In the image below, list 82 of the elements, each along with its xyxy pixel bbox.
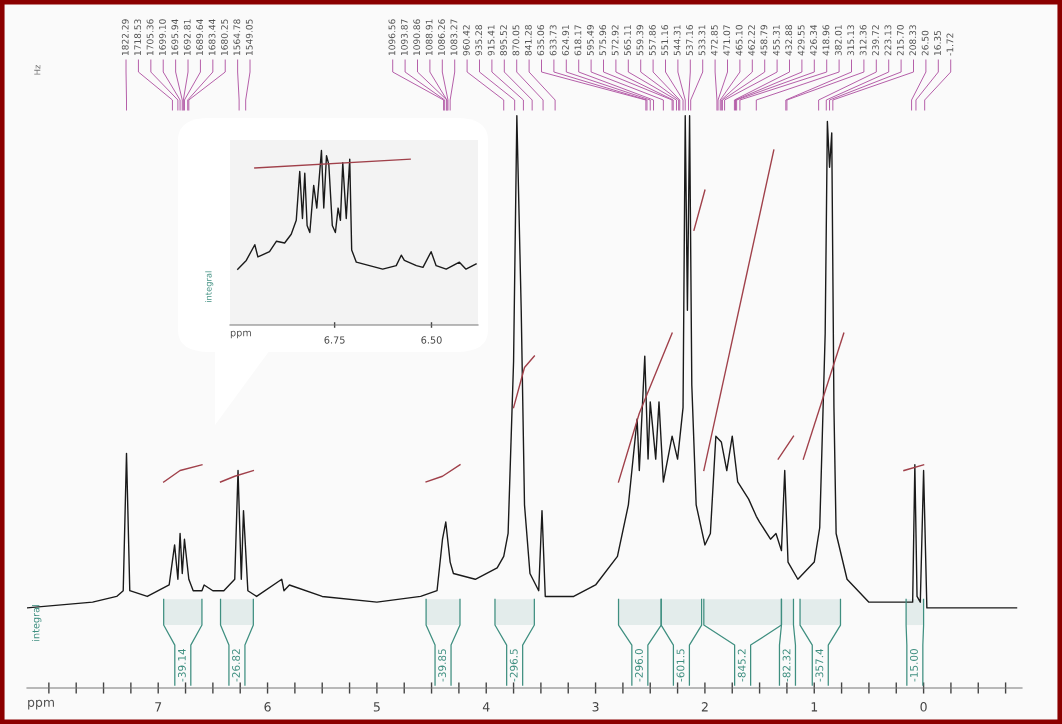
annotation: 1096.56 (388, 19, 396, 56)
annotation: 382.01 (834, 25, 842, 56)
annotation: 1088.91 (425, 19, 433, 56)
x-axis-title: ppm (28, 699, 54, 710)
annotation: 870.05 (512, 25, 520, 56)
annotation: 426.34 (810, 24, 817, 56)
annotation: 1822.29 (121, 19, 129, 56)
annotation: 565.11 (624, 25, 631, 56)
annotation: 1683.44 (208, 19, 216, 56)
annotation: 633.73 (549, 25, 557, 56)
annotation: 208.33 (909, 25, 917, 56)
annotation: 418.96 (822, 24, 830, 56)
annotation: 544.31 (673, 25, 681, 56)
annotation: 239.72 (872, 25, 879, 56)
annotation: 575.96 (599, 24, 607, 56)
x-axis-title: ppm (230, 330, 251, 339)
annotation: 1680.25 (221, 19, 228, 56)
annotation: 312.36 (859, 24, 867, 56)
annotation: 895.52 (500, 25, 507, 56)
band-label: -15.00 (909, 649, 918, 682)
annotation: 458.79 (760, 25, 768, 56)
x-tick-label: 1 (811, 702, 818, 712)
annotation: 841.28 (524, 25, 532, 56)
annotation: 16.35 (934, 30, 941, 56)
annotation: 960.42 (462, 25, 470, 56)
annotation: 1564.78 (233, 19, 241, 56)
annotation: 1083.27 (450, 19, 458, 56)
annotation: 455.31 (772, 25, 780, 56)
annotation: 1692.81 (183, 19, 191, 56)
annotation: 624.91 (562, 25, 569, 56)
x-tick-label: 0 (920, 702, 927, 712)
annotation: 559.39 (636, 25, 644, 56)
annotation: 557.86 (648, 24, 656, 56)
annotation: 432.88 (785, 25, 793, 56)
annotation: 1549.05 (245, 19, 253, 56)
annotation: 472.85 (710, 25, 718, 56)
x-tick-label: 6.50 (421, 336, 442, 344)
x-tick-label: 7 (155, 702, 162, 712)
band-label: -296.5 (509, 649, 518, 682)
annotation: 533.31 (698, 25, 706, 56)
annotation: 1699.10 (159, 19, 166, 56)
x-tick-label: 6.75 (324, 336, 345, 344)
band-label: -357.4 (815, 648, 824, 682)
annotation: 1689.64 (196, 19, 204, 56)
annotation: 1718.53 (134, 19, 142, 56)
annotation: 572.92 (611, 25, 619, 56)
annotation: 462.22 (748, 25, 755, 56)
annotation: 635.06 (537, 24, 545, 56)
annotation: 315.13 (847, 25, 855, 56)
band-label: -601.5 (676, 649, 685, 682)
annotation: 537.16 (686, 24, 693, 56)
band-label: -39.14 (177, 648, 186, 682)
band-label: -39.85 (438, 649, 447, 682)
band-label: -296.0 (635, 649, 643, 682)
band-label: -845.2 (737, 649, 746, 682)
annotation: 595.49 (586, 25, 594, 56)
annotation: 618.17 (574, 25, 582, 56)
annotation: -1.72 (946, 33, 954, 56)
annotation: 1695.94 (171, 19, 179, 56)
annotation: 1705.36 (146, 19, 154, 56)
annotation: 935.28 (475, 25, 483, 56)
annotation: integral (31, 605, 42, 641)
x-tick-label: 6 (264, 702, 271, 712)
band-label: -82.32 (782, 649, 791, 682)
annotation: 551.16 (661, 24, 669, 56)
annotation: 465.10 (735, 25, 743, 56)
annotation: 471.07 (723, 25, 731, 56)
annotation: 1086.26 (438, 19, 445, 56)
x-tick-label: 5 (373, 702, 380, 712)
annotation: 429.55 (797, 25, 805, 56)
annotation: 223.13 (884, 25, 892, 56)
annotation: 215.70 (896, 25, 904, 56)
x-tick-label: 3 (592, 702, 599, 712)
x-tick-label: 2 (701, 702, 708, 712)
annotation: 26.50 (921, 30, 929, 56)
annotation: integral (205, 271, 214, 303)
annotation: 1090.86 (413, 19, 421, 56)
text: Hz (34, 65, 41, 75)
annotation: 915.41 (487, 25, 495, 56)
band-label: -26.82 (232, 649, 240, 682)
annotation: 1093.87 (400, 19, 408, 56)
x-tick-label: 4 (482, 702, 490, 712)
